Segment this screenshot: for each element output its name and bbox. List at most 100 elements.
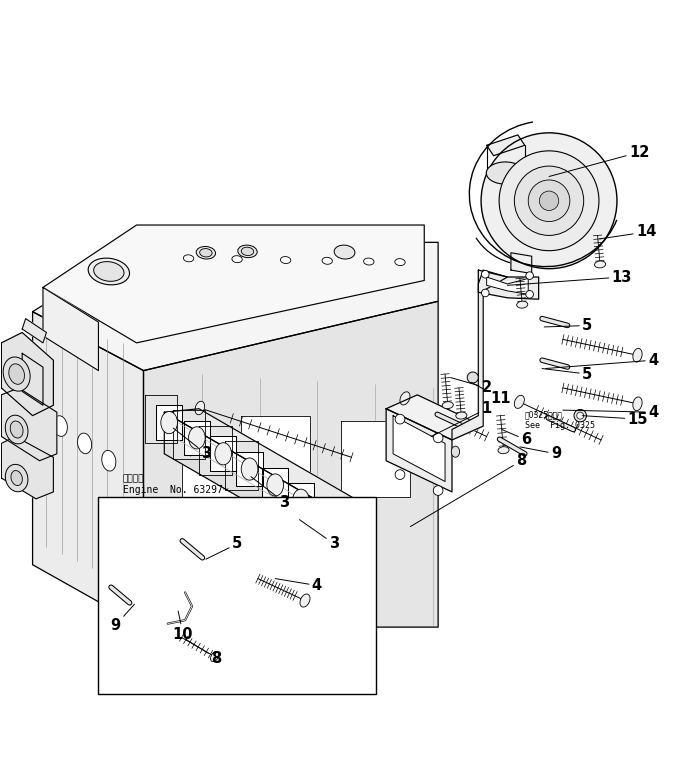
Ellipse shape — [11, 471, 22, 485]
Ellipse shape — [280, 257, 291, 264]
Polygon shape — [199, 426, 232, 475]
Circle shape — [528, 180, 570, 222]
Circle shape — [481, 133, 617, 269]
Ellipse shape — [9, 363, 24, 384]
Ellipse shape — [267, 474, 283, 496]
Polygon shape — [262, 468, 288, 502]
Polygon shape — [487, 277, 528, 294]
Ellipse shape — [322, 258, 333, 264]
Polygon shape — [393, 415, 445, 482]
Polygon shape — [226, 441, 258, 490]
Ellipse shape — [633, 397, 642, 411]
Polygon shape — [22, 354, 43, 405]
Text: 4: 4 — [546, 353, 658, 369]
Polygon shape — [511, 253, 532, 274]
Polygon shape — [487, 135, 525, 155]
Text: 2: 2 — [450, 377, 491, 395]
Text: 8: 8 — [185, 639, 221, 666]
Text: 9: 9 — [111, 604, 134, 632]
Text: 12: 12 — [549, 145, 649, 177]
Polygon shape — [184, 421, 210, 455]
Polygon shape — [237, 452, 262, 486]
Text: 8: 8 — [411, 453, 526, 527]
Ellipse shape — [395, 415, 405, 424]
Polygon shape — [1, 388, 57, 461]
Ellipse shape — [88, 258, 129, 285]
Ellipse shape — [300, 594, 310, 607]
Text: 13: 13 — [507, 270, 632, 285]
Text: 6: 6 — [502, 430, 531, 447]
Polygon shape — [452, 270, 507, 440]
Ellipse shape — [482, 289, 489, 296]
Ellipse shape — [102, 450, 116, 471]
Polygon shape — [386, 408, 452, 492]
Polygon shape — [241, 415, 310, 492]
Text: 5: 5 — [206, 536, 242, 559]
Polygon shape — [43, 287, 98, 370]
Text: 5: 5 — [544, 318, 592, 333]
Ellipse shape — [594, 261, 606, 268]
Polygon shape — [33, 312, 143, 627]
Ellipse shape — [54, 416, 68, 437]
Polygon shape — [164, 408, 355, 502]
Ellipse shape — [487, 162, 524, 184]
Ellipse shape — [189, 427, 205, 449]
Polygon shape — [210, 437, 237, 471]
Polygon shape — [287, 483, 314, 517]
Ellipse shape — [6, 464, 28, 491]
Text: 5: 5 — [542, 367, 592, 382]
Polygon shape — [33, 242, 438, 370]
Ellipse shape — [238, 245, 257, 258]
Text: 1: 1 — [432, 402, 492, 437]
Polygon shape — [22, 319, 47, 343]
Ellipse shape — [215, 443, 232, 465]
Text: 9: 9 — [520, 447, 561, 461]
Ellipse shape — [94, 261, 124, 281]
Polygon shape — [341, 421, 411, 498]
Polygon shape — [43, 225, 425, 343]
Ellipse shape — [633, 348, 642, 362]
Polygon shape — [143, 301, 438, 627]
Polygon shape — [173, 410, 205, 459]
Ellipse shape — [482, 271, 489, 278]
Ellipse shape — [292, 489, 309, 511]
Text: 4: 4 — [275, 578, 322, 593]
Ellipse shape — [577, 412, 584, 419]
Ellipse shape — [442, 402, 453, 408]
Circle shape — [514, 166, 584, 235]
Polygon shape — [478, 270, 539, 299]
Ellipse shape — [183, 255, 193, 262]
Ellipse shape — [516, 301, 528, 308]
Text: Engine  No. 63297~: Engine No. 63297~ — [122, 485, 228, 495]
Text: 14: 14 — [600, 225, 656, 239]
Ellipse shape — [574, 409, 587, 422]
Ellipse shape — [451, 447, 459, 457]
Ellipse shape — [434, 433, 443, 443]
Circle shape — [499, 151, 599, 251]
Ellipse shape — [161, 411, 177, 434]
Ellipse shape — [211, 652, 219, 661]
Ellipse shape — [77, 433, 92, 453]
Text: 11: 11 — [471, 383, 511, 406]
Ellipse shape — [467, 372, 478, 383]
Ellipse shape — [3, 357, 30, 391]
Text: 図0325図参照: 図0325図参照 — [525, 410, 562, 419]
Ellipse shape — [514, 395, 524, 408]
Ellipse shape — [400, 392, 410, 405]
Polygon shape — [145, 395, 177, 443]
Polygon shape — [1, 437, 54, 499]
Polygon shape — [156, 405, 182, 440]
Text: See  Fig. 0325: See Fig. 0325 — [525, 421, 595, 430]
Text: 3: 3 — [299, 520, 339, 552]
Text: 15: 15 — [583, 411, 648, 427]
Ellipse shape — [195, 402, 205, 415]
Ellipse shape — [200, 248, 212, 257]
Ellipse shape — [6, 415, 28, 444]
Ellipse shape — [498, 447, 509, 453]
Text: 10: 10 — [173, 611, 193, 642]
Bar — [98, 497, 376, 694]
Ellipse shape — [242, 247, 254, 255]
Ellipse shape — [456, 412, 467, 419]
Text: 3: 3 — [251, 477, 290, 510]
Ellipse shape — [196, 246, 216, 259]
